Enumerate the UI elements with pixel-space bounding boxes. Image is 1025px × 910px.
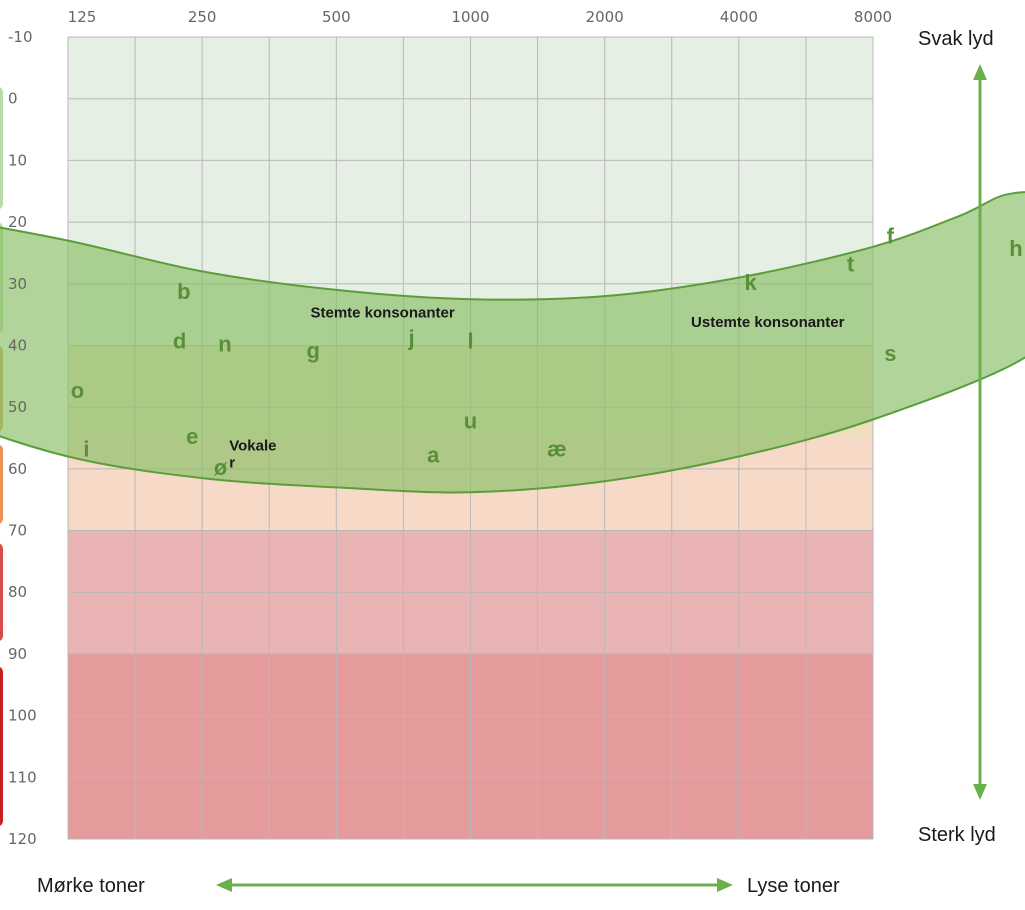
phoneme-ø: ø — [214, 455, 228, 480]
x-axis-tick-labels: 125 250 500 1000 2000 4000 8000 — [68, 8, 892, 26]
y-tick-label: 120 — [8, 830, 37, 848]
y-tick-label: 60 — [8, 460, 27, 478]
phoneme-b: b — [177, 279, 190, 304]
x-tick-label: 500 — [322, 8, 351, 26]
phoneme-l: l — [467, 329, 473, 354]
phoneme-d: d — [173, 329, 186, 354]
x-tick-label: 8000 — [854, 8, 892, 26]
y-tick-label: 90 — [8, 645, 27, 663]
side-bar-0 — [0, 87, 3, 209]
x-tick-label: 125 — [68, 8, 97, 26]
phoneme-i: i — [83, 437, 89, 462]
phoneme-labels: mbvdngjloyeiuaæøktfhs — [71, 224, 1023, 480]
y-tick-label: 80 — [8, 583, 27, 601]
phoneme-s: s — [884, 341, 896, 366]
x-tick-label: 2000 — [586, 8, 624, 26]
y-tick-label: 0 — [8, 90, 18, 108]
y-tick-label: 20 — [8, 213, 27, 231]
phoneme-g: g — [307, 338, 320, 363]
y-axis-tick-labels: -10 0 10 20 30 40 50 60 70 80 90 100 110 120 — [8, 28, 37, 848]
arrow-down-head — [973, 784, 987, 800]
soft-sound-label: Svak lyd — [918, 28, 994, 50]
y-tick-label: 40 — [8, 336, 27, 354]
region-label: Stemte konsonanter — [310, 305, 454, 322]
y-tick-label: 70 — [8, 522, 27, 540]
phoneme-a: a — [427, 443, 440, 468]
y-tick-label: 110 — [8, 768, 37, 786]
arrow-right-head — [717, 878, 733, 892]
side-bar-4 — [0, 543, 3, 641]
phoneme-t: t — [847, 251, 855, 276]
phoneme-f: f — [887, 224, 895, 249]
region-label: Ustemte konsonanter — [691, 314, 845, 331]
y-tick-label: 10 — [8, 151, 27, 169]
loud-sound-label: Sterk lyd — [918, 824, 996, 846]
arrow-left-head — [216, 878, 232, 892]
bright-tones-label: Lyse toner — [747, 875, 840, 897]
x-tick-label: 250 — [188, 8, 217, 26]
phoneme-h: h — [1009, 236, 1022, 261]
vowel-label-line2: r — [229, 454, 235, 471]
y-tick-label: 50 — [8, 398, 27, 416]
arrows — [216, 64, 987, 892]
severity-side-bars — [0, 87, 3, 826]
arrow-up-head — [973, 64, 987, 80]
vowel-label-line1: Vokale — [229, 437, 276, 454]
y-tick-label: -10 — [8, 28, 33, 46]
phoneme-k: k — [744, 270, 757, 295]
phoneme-e: e — [186, 424, 198, 449]
phoneme-o: o — [71, 378, 84, 403]
speech-banana — [0, 191, 1025, 494]
x-tick-label: 4000 — [720, 8, 758, 26]
x-tick-label: 1000 — [451, 8, 489, 26]
phoneme-u: u — [464, 409, 477, 434]
side-bar-3 — [0, 444, 3, 524]
side-bar-5 — [0, 667, 3, 826]
phoneme-j: j — [408, 325, 415, 350]
dark-tones-label: Mørke toner — [37, 875, 145, 897]
speech-banana-area — [0, 191, 1025, 494]
y-tick-label: 100 — [8, 707, 37, 725]
phoneme-æ: æ — [547, 437, 567, 462]
phoneme-n: n — [218, 332, 231, 357]
y-tick-label: 30 — [8, 275, 27, 293]
